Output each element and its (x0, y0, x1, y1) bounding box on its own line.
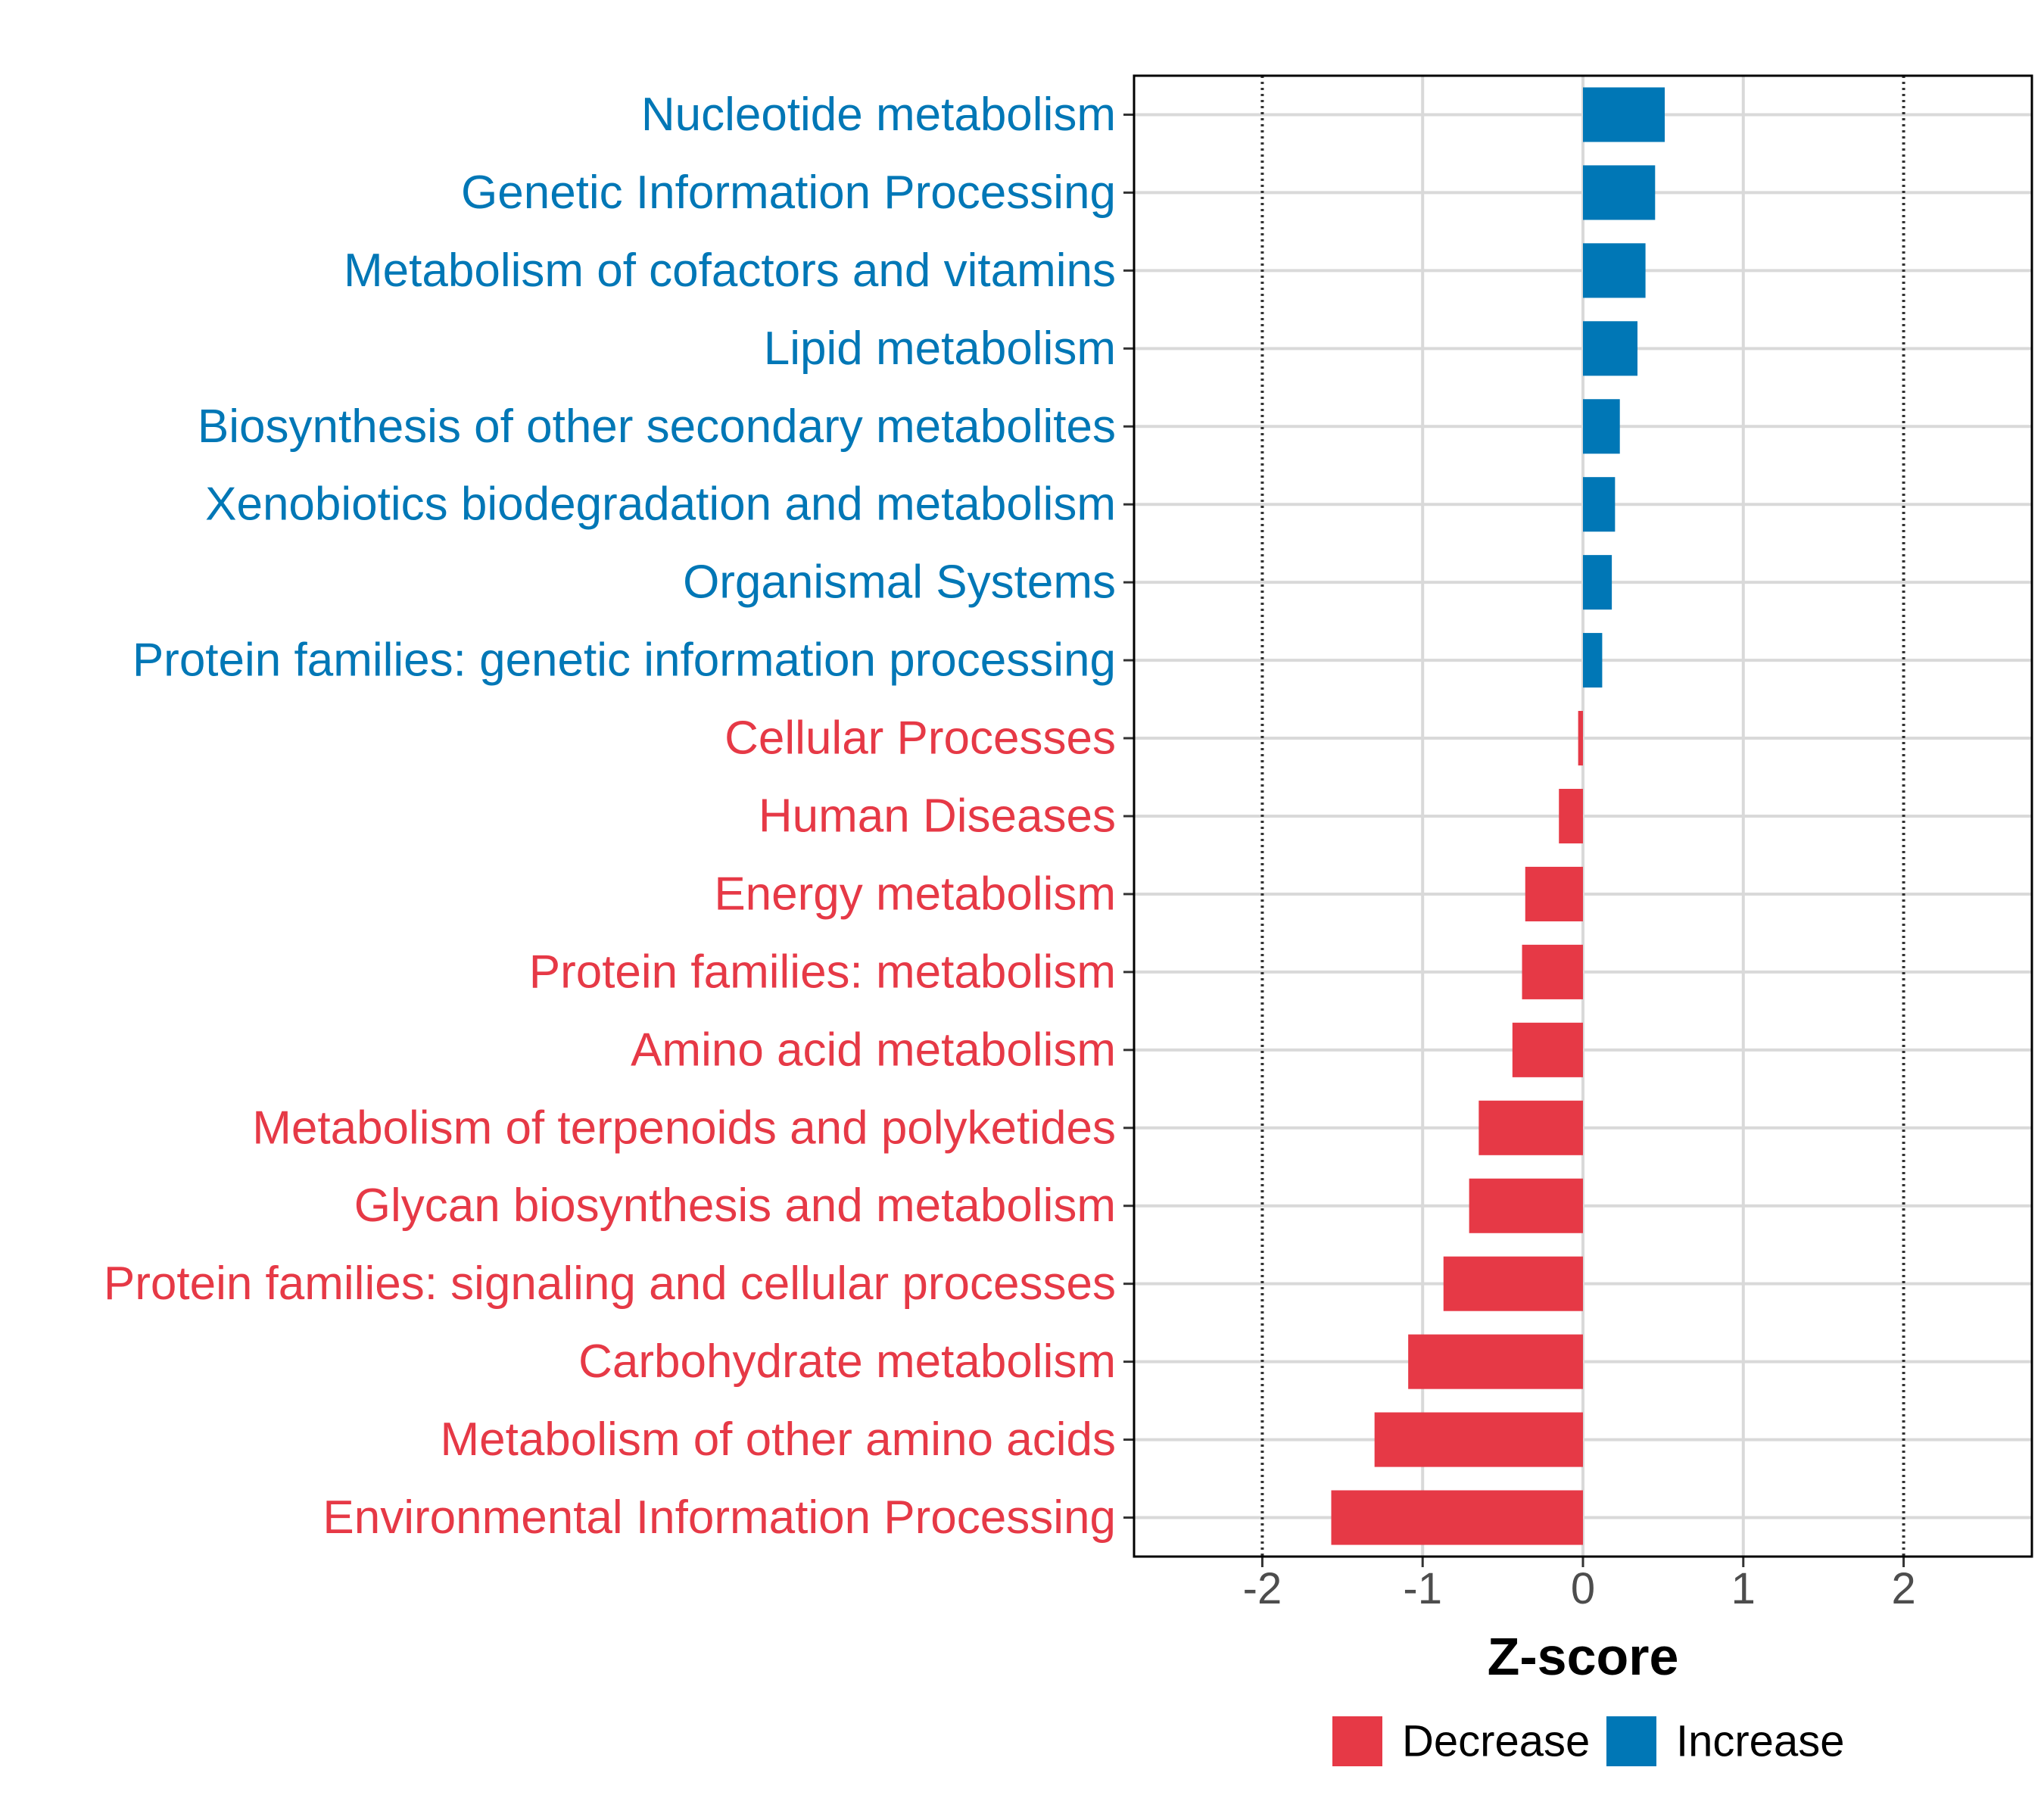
category-label: Metabolism of cofactors and vitamins (344, 245, 1116, 297)
bar (1469, 1178, 1583, 1233)
category-label: Human Diseases (759, 790, 1116, 843)
category-label: Metabolism of other amino acids (440, 1413, 1116, 1466)
category-label: Amino acid metabolism (631, 1024, 1116, 1076)
bar (1559, 788, 1583, 844)
legend-label: Decrease (1402, 1717, 1590, 1766)
bar (1374, 1412, 1583, 1467)
legend: Decrease Increase (1332, 1716, 1844, 1766)
x-tick-label: 2 (1891, 1564, 1915, 1613)
bar (1583, 477, 1616, 532)
bar (1578, 711, 1583, 766)
category-label: Protein families: metabolism (529, 946, 1116, 998)
bar (1522, 944, 1583, 999)
legend-swatch (1332, 1716, 1382, 1766)
category-label: Glycan biosynthesis and metabolism (354, 1180, 1116, 1232)
category-label: Genetic Information Processing (461, 167, 1116, 219)
bar (1583, 87, 1665, 142)
bar (1525, 866, 1583, 921)
category-label: Carbohydrate metabolism (578, 1335, 1116, 1388)
category-label: Nucleotide metabolism (641, 89, 1116, 141)
category-label: Metabolism of terpenoids and polyketides (252, 1102, 1116, 1154)
bar (1583, 633, 1603, 688)
x-axis-title: Z-score (1488, 1627, 1679, 1686)
bar (1443, 1256, 1583, 1311)
bar (1478, 1100, 1583, 1155)
legend-label: Increase (1676, 1717, 1844, 1766)
category-label: Lipid metabolism (764, 323, 1116, 375)
bars-layer (1331, 87, 1665, 1545)
category-label: Protein families: genetic information pr… (132, 634, 1116, 687)
legend-swatch (1606, 1716, 1656, 1766)
category-label: Cellular Processes (724, 712, 1116, 765)
bar (1583, 165, 1656, 220)
bar (1583, 399, 1620, 454)
x-tick-label: 0 (1571, 1564, 1595, 1613)
panel-border (1133, 74, 2033, 1558)
category-label: Environmental Information Processing (322, 1491, 1116, 1544)
bar (1583, 321, 1638, 376)
x-tick-label: 1 (1731, 1564, 1756, 1613)
x-tick-label: -1 (1403, 1564, 1442, 1613)
category-label: Xenobiotics biodegradation and metabolis… (205, 478, 1116, 531)
bar (1583, 243, 1646, 298)
bar (1408, 1334, 1583, 1389)
category-labels: Nucleotide metabolism Genetic Information… (104, 89, 1116, 1544)
category-label: Biosynthesis of other secondary metaboli… (198, 400, 1116, 453)
x-axis: -2 -1 0 1 2 (1123, 113, 1916, 1613)
category-label: Organismal Systems (683, 556, 1116, 609)
bar (1512, 1022, 1583, 1077)
bar (1583, 555, 1612, 610)
category-label: Protein families: signaling and cellular… (104, 1258, 1116, 1310)
x-tick-label: -2 (1243, 1564, 1282, 1613)
bar (1331, 1490, 1583, 1545)
category-label: Energy metabolism (714, 868, 1116, 920)
